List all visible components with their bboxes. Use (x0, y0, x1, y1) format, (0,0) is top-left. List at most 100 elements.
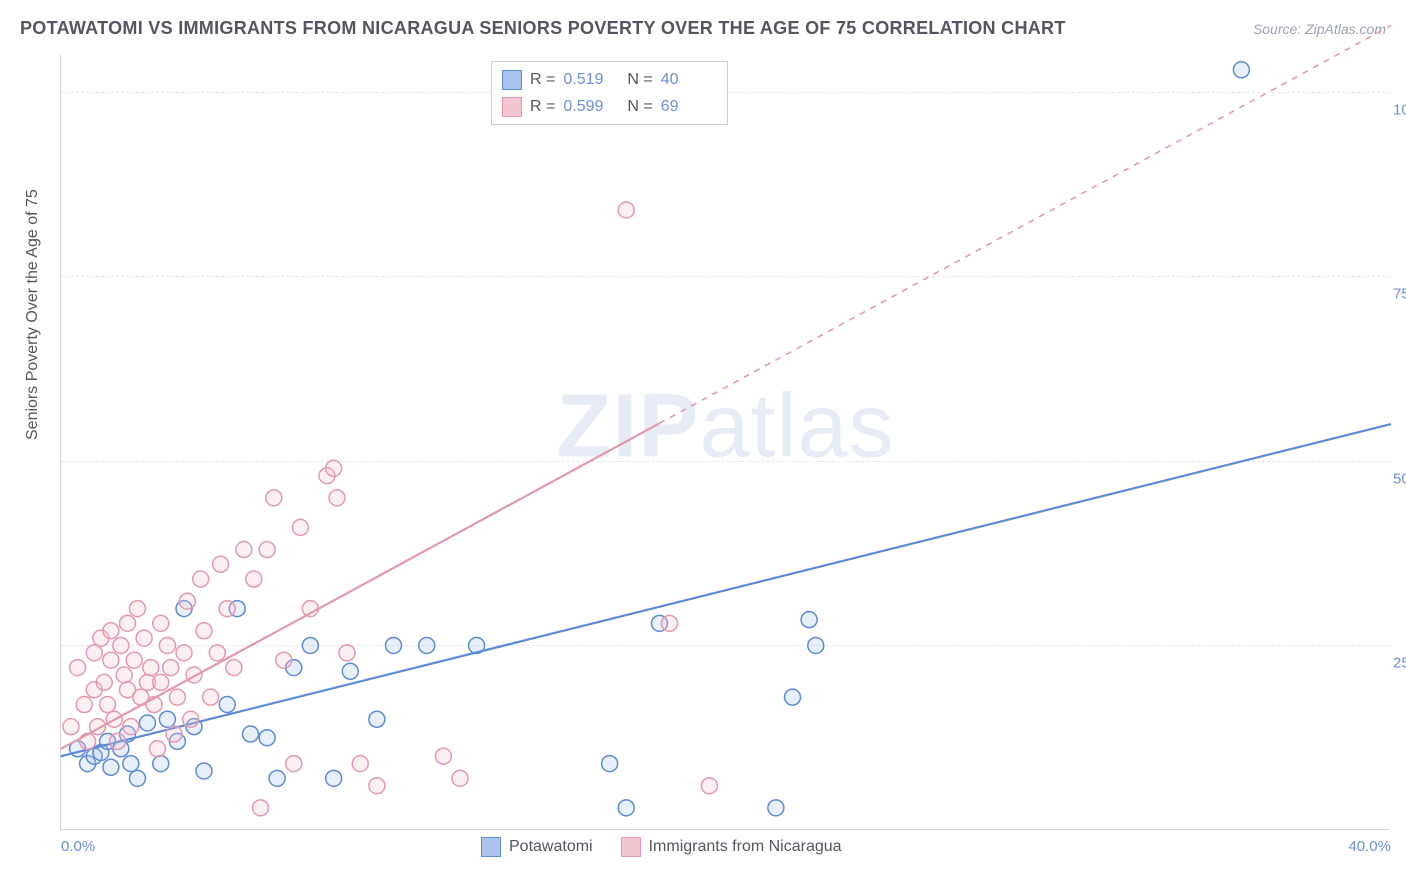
data-point (86, 645, 102, 661)
legend-swatch (502, 70, 522, 90)
data-point (618, 800, 634, 816)
n-value: 40 (661, 66, 717, 93)
data-point (149, 741, 165, 757)
data-point (419, 637, 435, 653)
data-point (193, 571, 209, 587)
r-value: 0.599 (563, 93, 619, 120)
data-point (219, 697, 235, 713)
data-point (801, 612, 817, 628)
data-point (113, 637, 129, 653)
data-point (342, 663, 358, 679)
trend-line-dashed (660, 25, 1392, 423)
data-point (139, 715, 155, 731)
data-point (785, 689, 801, 705)
data-point (103, 623, 119, 639)
data-point (369, 778, 385, 794)
y-tick-label: 50.0% (1393, 470, 1406, 487)
trend-line (61, 423, 660, 749)
data-point (120, 615, 136, 631)
data-point (159, 711, 175, 727)
data-point (96, 674, 112, 690)
data-point (103, 759, 119, 775)
data-point (203, 689, 219, 705)
source-label: Source: ZipAtlas.com (1253, 21, 1386, 37)
data-point (269, 770, 285, 786)
data-point (196, 623, 212, 639)
data-point (143, 660, 159, 676)
n-label: N = (627, 93, 652, 120)
data-point (286, 756, 302, 772)
data-point (329, 490, 345, 506)
data-point (80, 733, 96, 749)
data-point (153, 674, 169, 690)
data-point (661, 615, 677, 631)
legend-series-item: Immigrants from Nicaragua (621, 837, 842, 857)
x-tick-label: 40.0% (1348, 838, 1391, 855)
y-axis-label: Seniors Poverty Over the Age of 75 (24, 189, 42, 440)
legend-stats-row: R = 0.519 N = 40 (502, 66, 717, 93)
data-point (236, 542, 252, 558)
data-point (259, 730, 275, 746)
y-tick-label: 75.0% (1393, 286, 1406, 303)
r-value: 0.519 (563, 66, 619, 93)
data-point (153, 615, 169, 631)
legend-series-label: Potawatomi (509, 838, 593, 856)
data-point (159, 637, 175, 653)
data-point (253, 800, 269, 816)
data-point (369, 711, 385, 727)
data-point (618, 202, 634, 218)
data-point (243, 726, 259, 742)
data-point (452, 770, 468, 786)
data-point (129, 601, 145, 617)
data-point (76, 697, 92, 713)
r-label: R = (530, 93, 555, 120)
n-value: 69 (661, 93, 717, 120)
data-point (276, 652, 292, 668)
data-point (196, 763, 212, 779)
legend-series-label: Immigrants from Nicaragua (649, 838, 842, 856)
data-point (768, 800, 784, 816)
legend-swatch (621, 837, 641, 857)
data-point (123, 719, 139, 735)
data-point (123, 756, 139, 772)
data-point (166, 726, 182, 742)
data-point (339, 645, 355, 661)
data-point (179, 593, 195, 609)
data-point (226, 660, 242, 676)
data-point (129, 770, 145, 786)
r-label: R = (530, 66, 555, 93)
chart-title: POTAWATOMI VS IMMIGRANTS FROM NICARAGUA … (20, 18, 1066, 39)
data-point (219, 601, 235, 617)
data-point (110, 733, 126, 749)
legend-series: Potawatomi Immigrants from Nicaragua (481, 837, 842, 857)
legend-swatch (481, 837, 501, 857)
data-point (386, 637, 402, 653)
data-point (213, 556, 229, 572)
data-point (70, 660, 86, 676)
y-tick-label: 25.0% (1393, 655, 1406, 672)
data-point (153, 756, 169, 772)
data-point (352, 756, 368, 772)
data-point (326, 460, 342, 476)
data-point (292, 519, 308, 535)
legend-stats: R = 0.519 N = 40 R = 0.599 N = 69 (491, 61, 728, 125)
n-label: N = (627, 66, 652, 93)
data-point (100, 697, 116, 713)
legend-stats-row: R = 0.599 N = 69 (502, 93, 717, 120)
legend-series-item: Potawatomi (481, 837, 593, 857)
data-point (169, 689, 185, 705)
data-point (246, 571, 262, 587)
x-tick-label: 0.0% (61, 838, 95, 855)
data-point (1233, 62, 1249, 78)
title-row: POTAWATOMI VS IMMIGRANTS FROM NICARAGUA … (20, 18, 1386, 39)
data-point (176, 645, 192, 661)
data-point (435, 748, 451, 764)
plot-area: ZIPatlas 25.0%50.0%75.0%100.0% R =0.519N… (60, 55, 1390, 830)
data-point (808, 637, 824, 653)
data-point (183, 711, 199, 727)
data-point (266, 490, 282, 506)
trend-line (61, 424, 1391, 756)
data-point (136, 630, 152, 646)
data-point (163, 660, 179, 676)
data-point (63, 719, 79, 735)
